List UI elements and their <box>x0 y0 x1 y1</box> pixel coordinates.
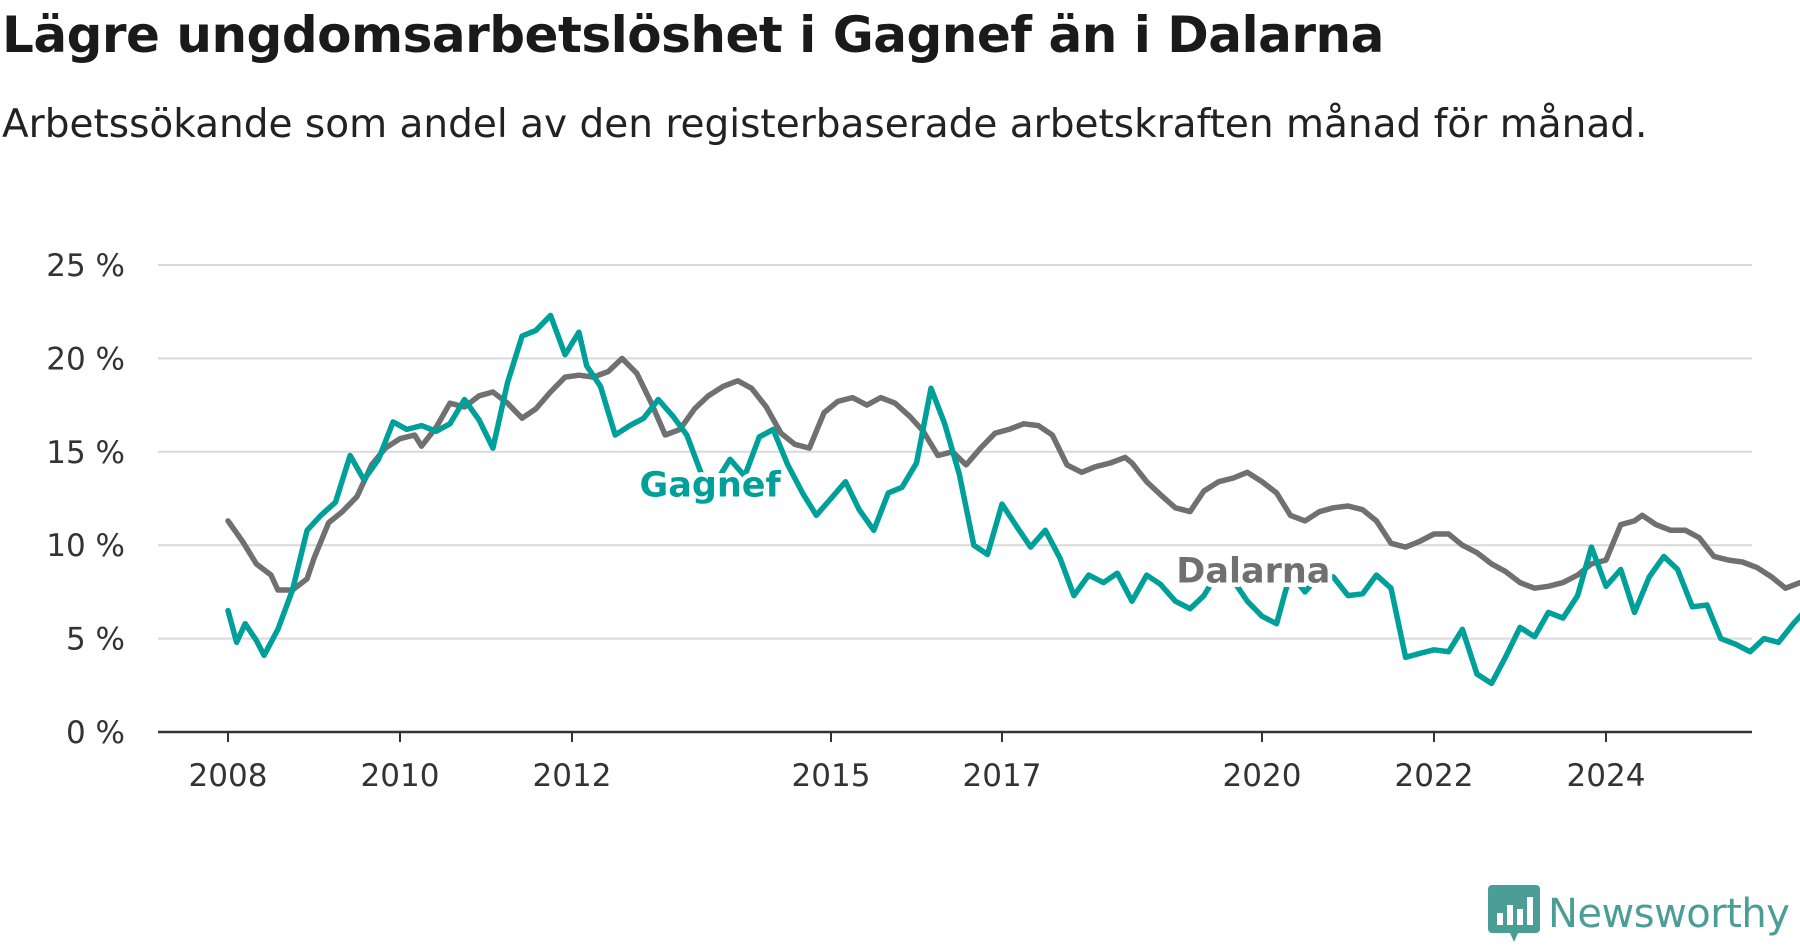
series-label-gagnef: Gagnef <box>639 466 781 506</box>
x-tick-label: 2020 <box>1223 758 1302 794</box>
chart-title: Lägre ungdomsarbetslöshet i Gagnef än i … <box>2 6 1384 64</box>
y-tick-label: 0 % <box>66 715 125 751</box>
x-tick-label: 2022 <box>1395 758 1474 794</box>
series-line-dalarna <box>225 355 1800 593</box>
brand-name: Newsworthy <box>1548 891 1790 937</box>
chart-subtitle: Arbetssökande som andel av den registerb… <box>2 102 1648 147</box>
x-tick-label: 2012 <box>533 758 612 794</box>
x-tick-label: 2024 <box>1567 758 1646 794</box>
newsworthy-bar-chart-logo-icon <box>1488 885 1540 942</box>
x-tick-label: 2015 <box>792 758 871 794</box>
series-label-dalarna: Dalarna <box>1176 552 1330 592</box>
newsworthy-logo: Newsworthy <box>1488 885 1790 943</box>
y-tick-label: 15 % <box>46 435 125 471</box>
y-tick-label: 20 % <box>46 341 125 377</box>
y-tick-label: 25 % <box>46 248 125 284</box>
y-tick-label: 10 % <box>46 528 125 564</box>
x-tick-label: 2017 <box>963 758 1042 794</box>
series-line-gagnef <box>225 312 1800 687</box>
x-tick-label: 2010 <box>361 758 440 794</box>
y-tick-label: 5 % <box>66 622 125 658</box>
x-tick-label: 2008 <box>189 758 268 794</box>
